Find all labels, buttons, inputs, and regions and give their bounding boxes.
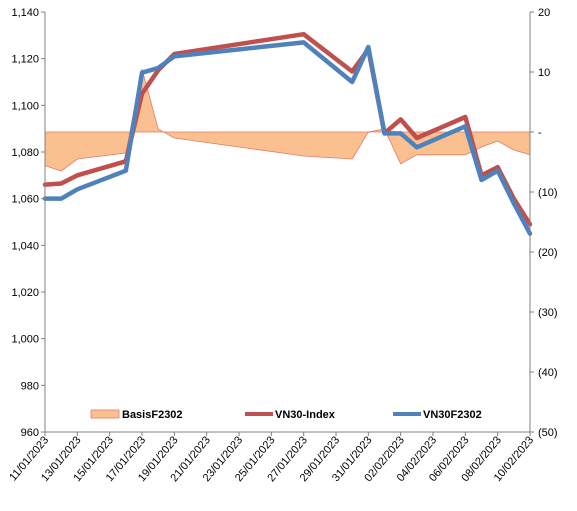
right-axis-tick-label: (20) — [538, 247, 558, 259]
legend-label-vn30f2302: VN30F2302 — [423, 409, 482, 421]
plot-area — [42, 31, 533, 236]
series-line-vn30f2302 — [42, 40, 533, 236]
left-axis-tick-label: 980 — [21, 380, 39, 392]
left-axis-tick-label: 1,040 — [11, 240, 39, 252]
basis-area-edge — [44, 68, 531, 172]
right-axis-tick-label: (30) — [538, 307, 558, 319]
left-axis-tick-label: 1,100 — [11, 100, 39, 112]
right-axis-tick-label: (10) — [538, 187, 558, 199]
right-axis-tick-label: (40) — [538, 367, 558, 379]
left-axis-tick-label: 1,080 — [11, 147, 39, 159]
left-axis-tick-label: 1,060 — [11, 194, 39, 206]
right-axis-tick-label: - — [538, 127, 542, 139]
left-axis-tick-label: 1,140 — [11, 7, 39, 19]
left-axis-ticks: 960 980 1,000 1,020 1,040 1,060 1,080 1,100 1,12… — [11, 7, 45, 439]
legend-label-basis: BasisF2302 — [122, 409, 183, 421]
legend-swatch-basis — [90, 409, 120, 419]
left-axis-tick-label: 1,000 — [11, 334, 39, 346]
right-axis-tick-label: 20 — [538, 7, 550, 19]
basis-area — [45, 69, 530, 171]
legend: BasisF2302 VN30-Index VN30F2302 — [90, 409, 482, 421]
left-axis-tick-label: 1,020 — [11, 287, 39, 299]
right-axis-tick-label: 10 — [538, 67, 550, 79]
right-axis-ticks: 20 10 - (10) (20) (30) (40) (50) — [530, 7, 558, 439]
left-axis-tick-label: 960 — [21, 427, 39, 439]
legend-label-vn30-index: VN30-Index — [275, 409, 336, 421]
left-axis-tick-label: 1,120 — [11, 54, 39, 66]
x-axis-ticks: 11/01/202313/01/202315/01/202317/01/2023… — [7, 432, 536, 484]
line-layer — [42, 31, 533, 236]
right-axis-tick-label: (50) — [538, 427, 558, 439]
axes-layer — [44, 12, 531, 433]
